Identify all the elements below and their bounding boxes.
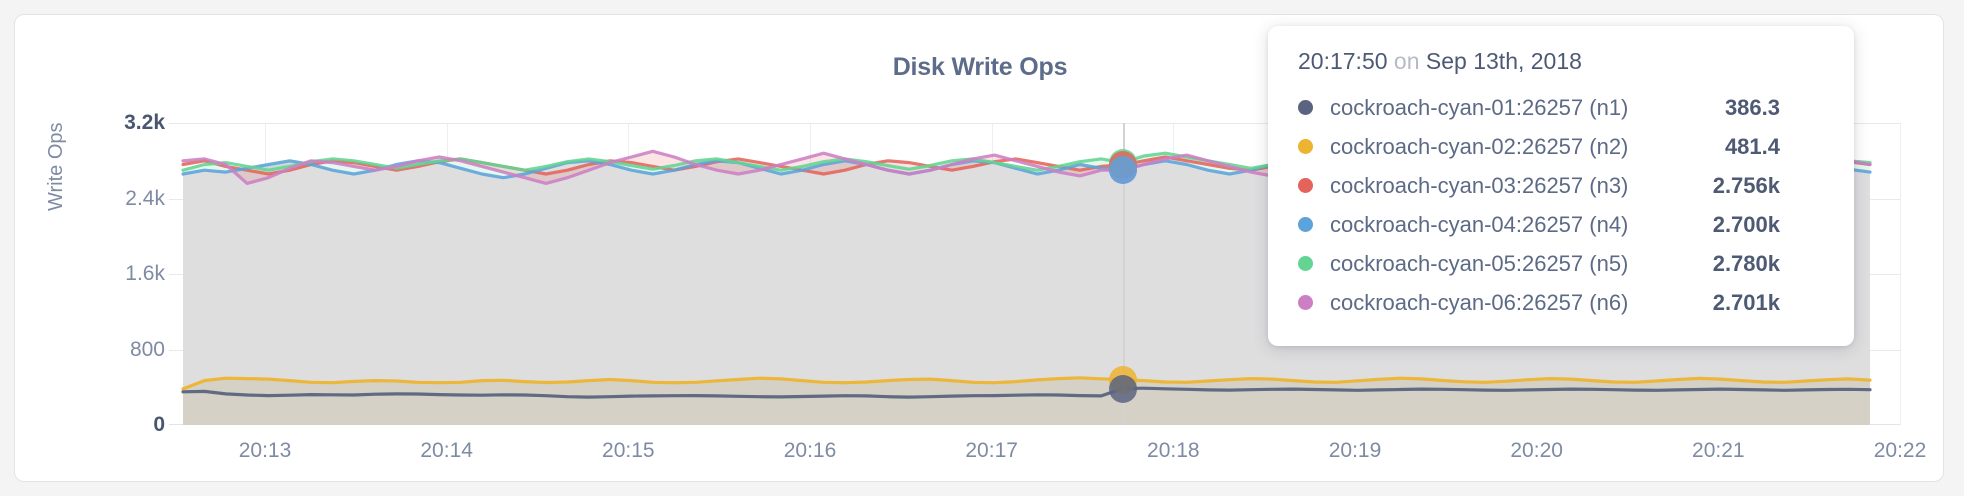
y-tick-label: 3.2k: [124, 111, 165, 134]
tooltip-timestamp: 20:17:50 on Sep 13th, 2018: [1298, 48, 1824, 75]
tooltip-series-value: 386.3: [1724, 94, 1780, 120]
y-tick-label: 1.6k: [125, 262, 165, 285]
tooltip-row: cockroach-cyan-05:26257 (n5) 2.780k: [1298, 244, 1824, 283]
disk-write-ops-card: Disk Write Ops Write Ops 0 800 1.6k 2.4k 3.2…: [14, 14, 1944, 482]
x-tick-label: 20:16: [783, 439, 837, 462]
tooltip-date: Sep 13th, 2018: [1425, 48, 1582, 74]
y-tick-label: 2.4k: [125, 186, 165, 210]
tooltip-row: cockroach-cyan-02:26257 (n2) 481.4: [1298, 127, 1824, 166]
page-title: Disk Write Ops: [892, 53, 1068, 81]
tooltip-on-word: on: [1387, 48, 1426, 74]
series-color-dot: [1298, 256, 1313, 271]
x-tick-label: 20:17: [965, 439, 1018, 462]
y-tick-label: 0: [153, 413, 165, 436]
tooltip-series-value: 2.756k: [1712, 172, 1780, 198]
series-color-dot: [1298, 139, 1313, 154]
x-tick-label: 20:21: [1692, 439, 1745, 462]
x-tick-label: 20:14: [420, 439, 473, 462]
tooltip-series-value: 2.700k: [1712, 211, 1780, 237]
tooltip-time: 20:17:50: [1298, 48, 1388, 74]
x-tick-label: 20:22: [1873, 439, 1927, 462]
hover-crosshair: [1122, 123, 1125, 425]
tooltip-row: cockroach-cyan-04:26257 (n4) 2.700k: [1298, 205, 1824, 244]
tooltip-series-value: 481.4: [1724, 133, 1780, 159]
area-fill-lower: [183, 377, 1870, 425]
tooltip-series-label: cockroach-cyan-03:26257 (n3): [1330, 172, 1629, 198]
x-tick-label: 20:18: [1147, 439, 1200, 462]
hover-marker-n4: [1108, 156, 1137, 185]
x-tick-label: 20:15: [602, 439, 655, 462]
x-tick-label: 20:19: [1328, 439, 1382, 462]
tooltip-series-value: 2.701k: [1712, 289, 1780, 315]
tooltip-series-label: cockroach-cyan-05:26257 (n5): [1330, 250, 1629, 276]
hover-marker-n1: [1108, 374, 1137, 403]
tooltip-series-value: 2.780k: [1712, 250, 1780, 276]
tooltip-row: cockroach-cyan-06:26257 (n6) 2.701k: [1298, 283, 1824, 322]
tooltip-series-list: cockroach-cyan-01:26257 (n1) 386.3 cockroa…: [1298, 88, 1824, 322]
tooltip-row: cockroach-cyan-01:26257 (n1) 386.3: [1298, 88, 1824, 127]
tooltip-series-label: cockroach-cyan-04:26257 (n4): [1330, 211, 1629, 237]
vertical-gridline: [1900, 123, 1901, 425]
series-line-n2: [181, 376, 1872, 391]
x-axis-ticks: 20:13 20:14 20:15 20:16 20:17 20:18 20:19 20:20…: [183, 439, 1927, 469]
x-tick-label: 20:13: [238, 439, 292, 462]
y-axis-ticks: 0 800 1.6k 2.4k 3.2k: [35, 111, 165, 436]
series-line-n1: [181, 386, 1872, 399]
series-color-dot: [1298, 295, 1313, 310]
horizontal-gridline: [169, 123, 1900, 124]
tooltip-row: cockroach-cyan-03:26257 (n3) 2.756k: [1298, 166, 1824, 205]
hover-tooltip: 20:17:50 on Sep 13th, 2018 cockroach-cya…: [1268, 26, 1854, 346]
tooltip-series-label: cockroach-cyan-06:26257 (n6): [1330, 289, 1629, 315]
tooltip-series-label: cockroach-cyan-02:26257 (n2): [1330, 133, 1629, 159]
series-color-dot: [1298, 100, 1313, 115]
series-color-dot: [1298, 217, 1313, 232]
y-tick-label: 800: [129, 337, 165, 361]
tooltip-series-label: cockroach-cyan-01:26257 (n1): [1330, 94, 1629, 120]
series-color-dot: [1298, 178, 1313, 193]
x-tick-label: 20:20: [1510, 439, 1563, 462]
